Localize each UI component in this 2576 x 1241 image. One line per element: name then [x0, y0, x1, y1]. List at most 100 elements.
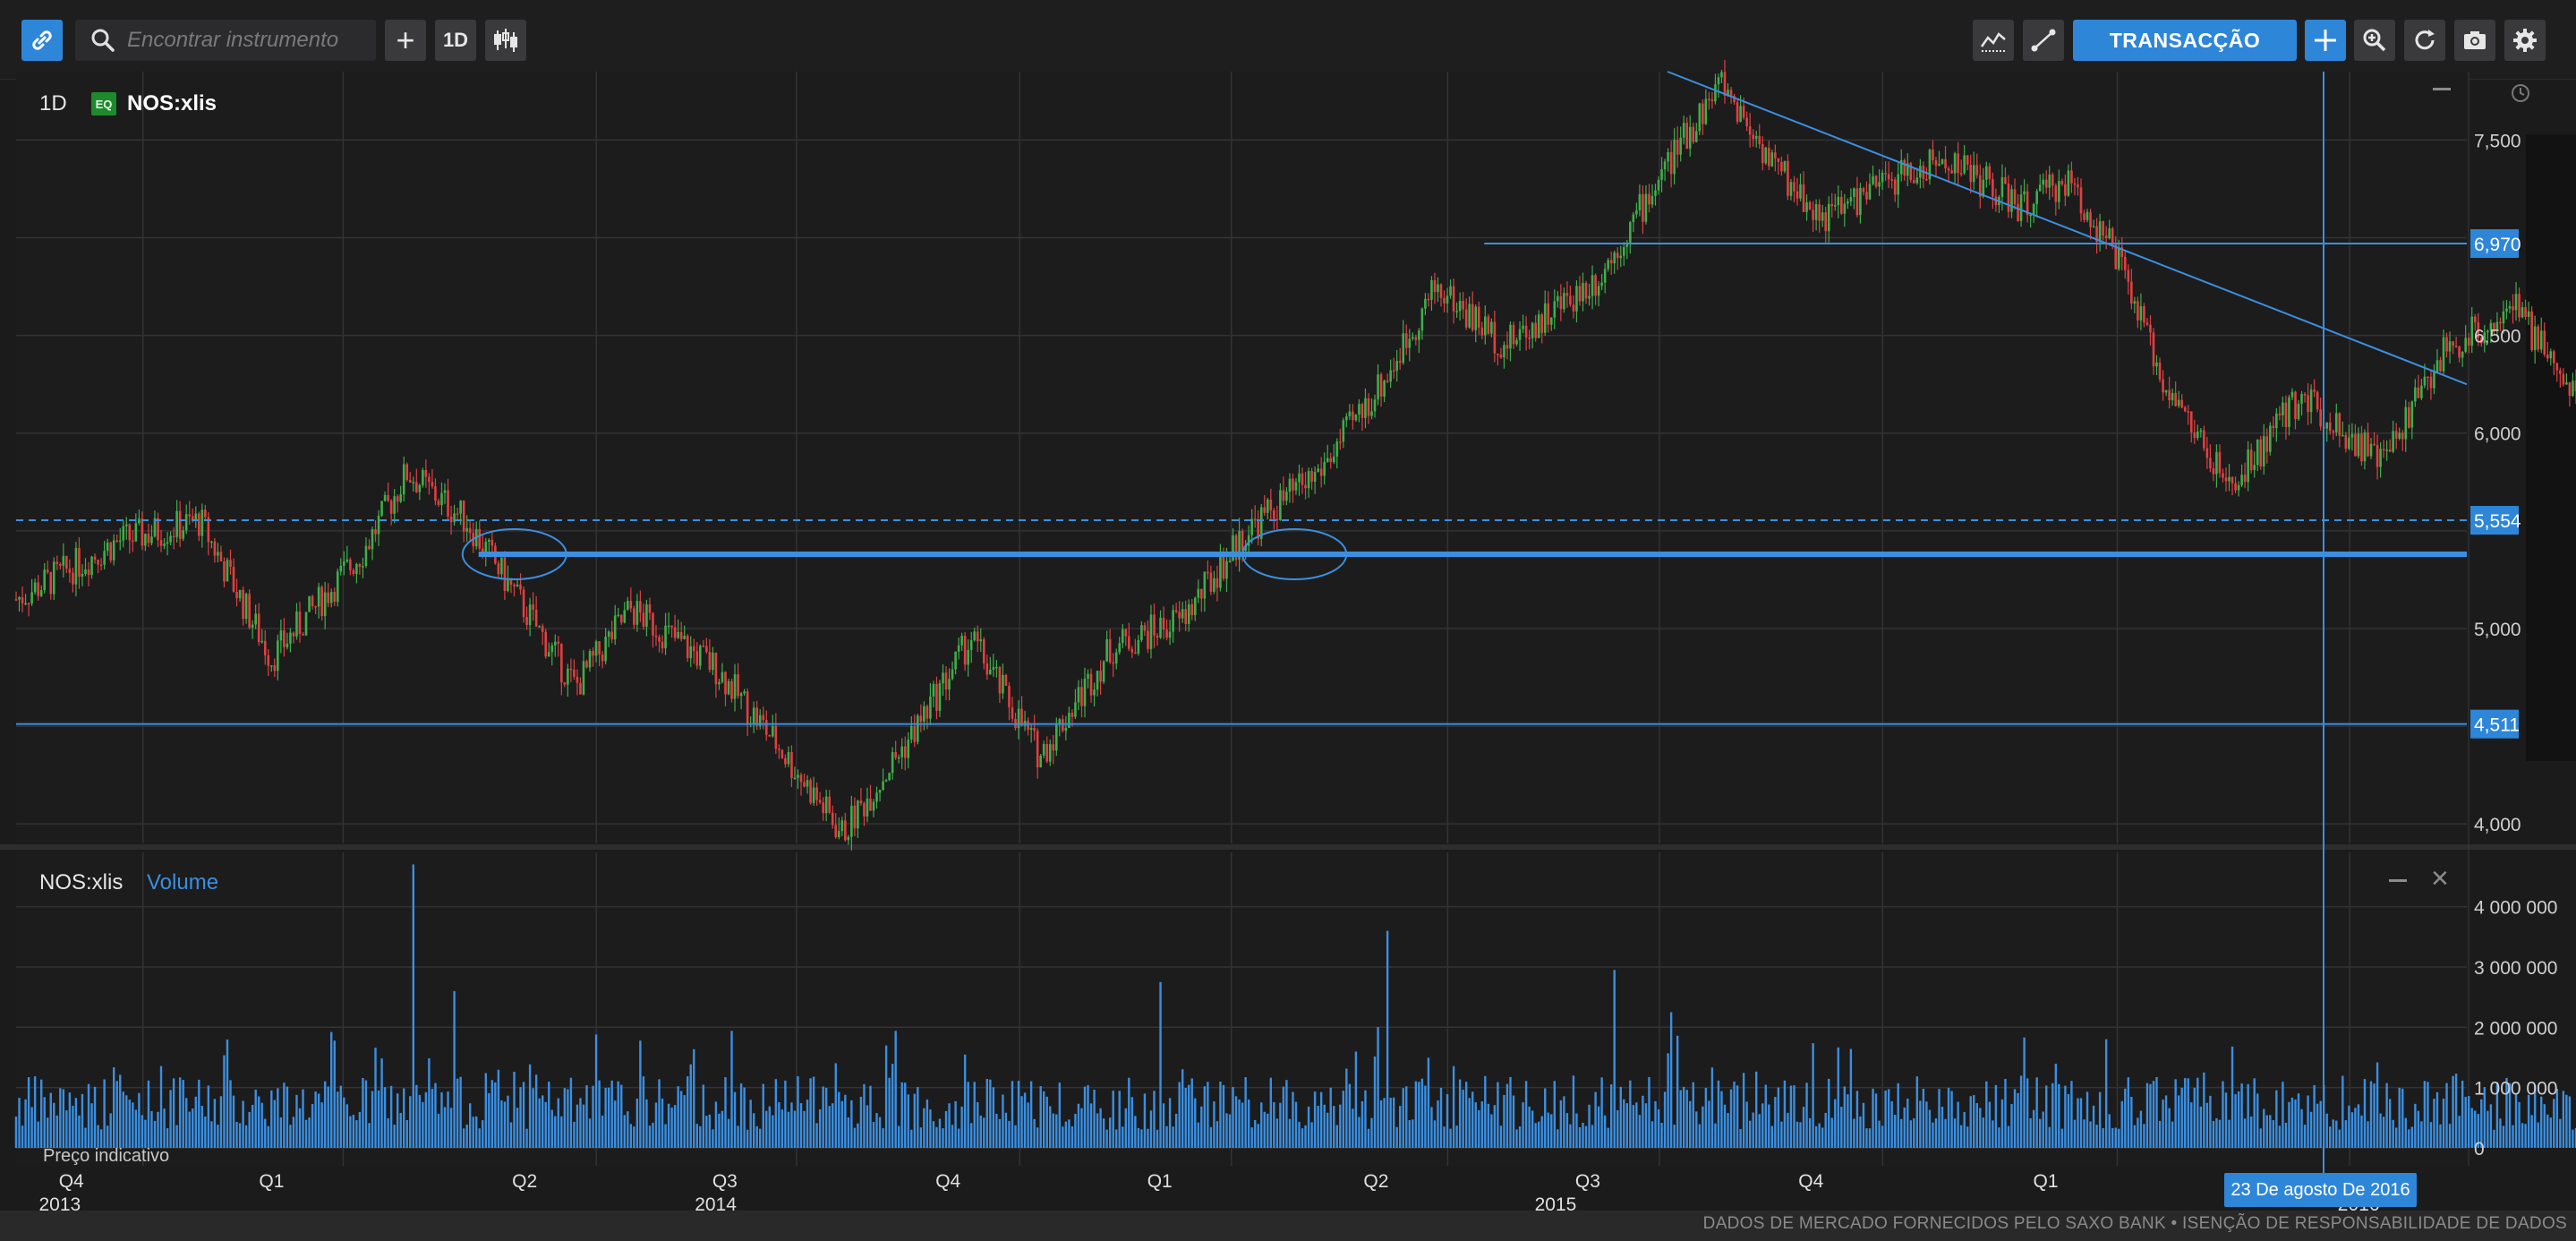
- volume-bar: [2344, 1120, 2348, 1148]
- volume-bar: [654, 1102, 658, 1148]
- candle-body: [2477, 321, 2480, 338]
- reset-button[interactable]: [2404, 20, 2445, 61]
- candle-body: [1348, 411, 1352, 416]
- refresh-icon: [2415, 30, 2435, 50]
- volume-bar: [1370, 1117, 1373, 1148]
- candle-body: [1452, 286, 1455, 312]
- price-tag-label: 5,554: [2474, 511, 2521, 532]
- volume-bar: [2193, 1087, 2196, 1148]
- candle-body: [298, 612, 302, 634]
- candle-body: [661, 641, 664, 649]
- volume-bar: [415, 1084, 418, 1148]
- candle-body: [1222, 556, 1225, 579]
- volume-bar: [2385, 1083, 2388, 1148]
- candle-body: [1389, 370, 1392, 382]
- candle-body: [2546, 354, 2549, 359]
- volume-bar: [2499, 1118, 2502, 1148]
- volume-bar: [1982, 1117, 1985, 1148]
- candle-body: [673, 627, 677, 638]
- volume-bar: [1676, 1035, 1679, 1148]
- volume-bar: [2215, 1117, 2218, 1148]
- trade-button[interactable]: TRANSACÇÃO: [2073, 20, 2297, 61]
- link-button[interactable]: [21, 20, 63, 61]
- candle-body: [289, 632, 292, 644]
- candle-body: [1969, 165, 1973, 183]
- settings-button[interactable]: [2504, 20, 2546, 61]
- volume-bar: [1402, 1088, 1404, 1148]
- candle-body: [2168, 389, 2171, 401]
- volume-bar: [1849, 1048, 1853, 1148]
- volume-bar: [362, 1077, 364, 1148]
- volume-bar: [431, 1089, 434, 1148]
- volume-bar: [787, 1111, 790, 1148]
- volume-bar: [1874, 1093, 1878, 1148]
- clock-icon[interactable]: [2510, 82, 2531, 104]
- candle-body: [1742, 106, 1745, 118]
- volume-bar: [857, 1123, 859, 1148]
- volume-bar: [708, 1114, 712, 1148]
- data-disclaimer[interactable]: DADOS DE MERCADO FORNECIDOS PELO SAXO BA…: [1702, 1214, 2567, 1233]
- volume-bar: [1452, 1066, 1455, 1148]
- volume-bar: [14, 1117, 18, 1148]
- candle-body: [909, 726, 913, 740]
- volume-bar: [1774, 1097, 1777, 1148]
- candle-body: [2373, 443, 2376, 446]
- candle-body: [43, 569, 46, 591]
- close-volume-panel-icon[interactable]: ×: [2431, 861, 2449, 895]
- candle-body: [1928, 150, 1932, 180]
- snapshot-button[interactable]: [2454, 20, 2495, 61]
- crosshair-button[interactable]: [2305, 20, 2346, 61]
- chart-type-button[interactable]: [485, 20, 526, 61]
- volume-bar: [1414, 1081, 1418, 1148]
- candle-body: [1493, 321, 1497, 354]
- candle-body: [1190, 603, 1194, 616]
- volume-bar: [1635, 1102, 1638, 1148]
- volume-bar: [1922, 1088, 1925, 1148]
- candle-body: [1307, 471, 1310, 489]
- volume-bar: [2392, 1119, 2394, 1148]
- volume-bar: [642, 1076, 645, 1148]
- price-tick-label: 6,000: [2474, 424, 2521, 445]
- zoom-button[interactable]: [2354, 20, 2395, 61]
- candle-body: [780, 749, 784, 758]
- candle-body: [739, 693, 743, 697]
- candle-body: [1042, 743, 1045, 756]
- volume-bar: [1704, 1088, 1708, 1148]
- volume-bar: [1064, 1121, 1068, 1148]
- search-input[interactable]: [125, 27, 362, 54]
- instrument-search[interactable]: [75, 20, 376, 61]
- candle-body: [283, 630, 286, 647]
- volume-bar: [863, 1083, 866, 1148]
- drawing-tools-button[interactable]: [2023, 20, 2064, 61]
- volume-bar: [134, 1109, 138, 1148]
- volume-bar: [1524, 1081, 1528, 1148]
- volume-bar: [629, 1124, 633, 1148]
- candle-body: [967, 649, 969, 665]
- minimize-price-panel-icon[interactable]: [2433, 88, 2451, 90]
- volume-bar: [1222, 1084, 1225, 1148]
- candle-body: [513, 584, 516, 586]
- add-instrument-button[interactable]: +: [385, 20, 426, 61]
- timeframe-button[interactable]: 1D: [435, 20, 476, 61]
- volume-bar: [1392, 1097, 1395, 1148]
- quarter-tick-label: Q2: [512, 1171, 537, 1192]
- volume-indicator-label[interactable]: Volume: [147, 870, 219, 894]
- volume-bar: [2300, 1108, 2303, 1148]
- candle-body: [308, 595, 311, 612]
- volume-bar: [929, 1109, 932, 1148]
- volume-bar: [55, 1115, 58, 1148]
- volume-bar: [2527, 1094, 2530, 1148]
- volume-bar: [1998, 1127, 2000, 1148]
- candle-body: [869, 798, 872, 811]
- volume-bar: [944, 1110, 948, 1148]
- minimize-volume-panel-icon[interactable]: [2389, 879, 2407, 882]
- candle-body: [2493, 322, 2495, 330]
- candle-body: [1004, 674, 1008, 686]
- volume-bar: [1887, 1089, 1890, 1148]
- volume-bar: [1783, 1080, 1787, 1148]
- volume-bar: [200, 1106, 204, 1148]
- indicators-button[interactable]: [1973, 20, 2014, 61]
- volume-bar: [298, 1108, 302, 1148]
- candle-body: [1178, 612, 1181, 619]
